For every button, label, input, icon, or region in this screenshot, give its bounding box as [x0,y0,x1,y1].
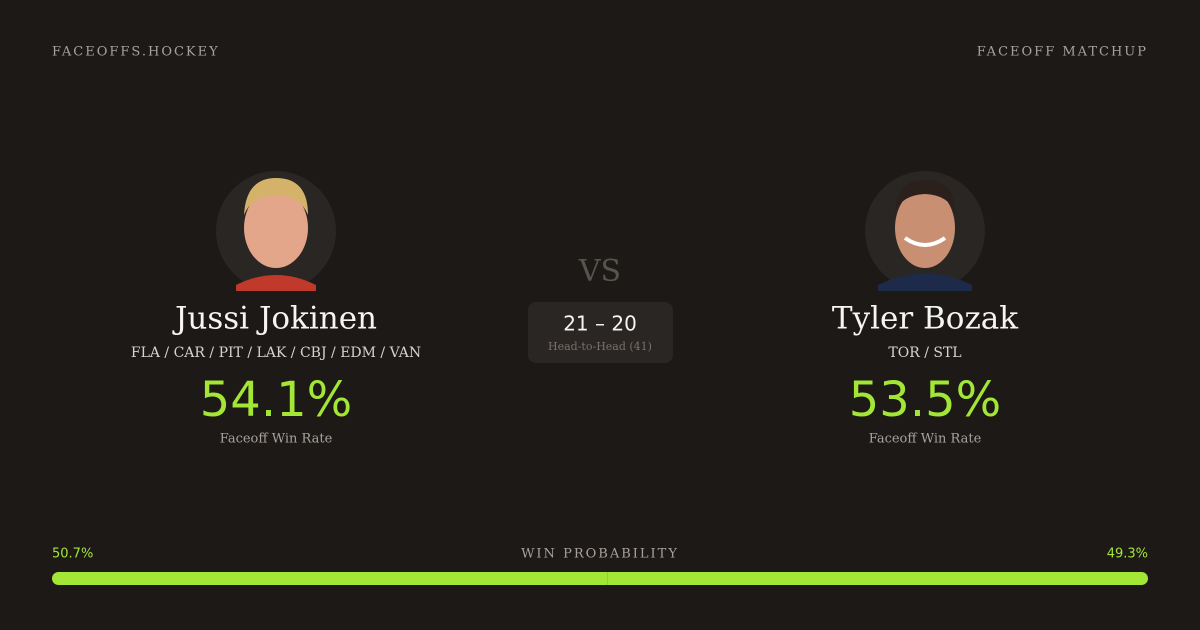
player-name: Jussi Jokinen [172,301,377,337]
probability-segment [607,572,1148,585]
avatar [865,171,985,291]
probability-bar [52,572,1148,585]
h2h-score: 21 – 20 [563,312,637,336]
win-rate-label: Faceoff Win Rate [869,432,982,447]
left-probability: 50.7% [52,547,93,562]
header-label: FACEOFF MATCHUP [977,45,1148,60]
win-rate: 53.5% [849,372,1001,428]
win-rate-label: Faceoff Win Rate [220,432,333,447]
probability-label: WIN PROBABILITY [521,547,679,562]
brand: FACEOFFS.HOCKEY [52,45,220,60]
h2h-label: Head-to-Head (41) [548,340,652,353]
h2h-box [528,302,673,363]
versus: VS [578,254,621,289]
player-teams: TOR / STL [888,345,961,361]
win-rate: 54.1% [200,372,352,428]
right-probability: 49.3% [1107,547,1148,562]
avatar [216,171,336,291]
player-teams: FLA / CAR / PIT / LAK / CBJ / EDM / VAN [131,345,421,361]
player-name: Tyler Bozak [832,301,1018,337]
probability-segment [52,572,608,585]
